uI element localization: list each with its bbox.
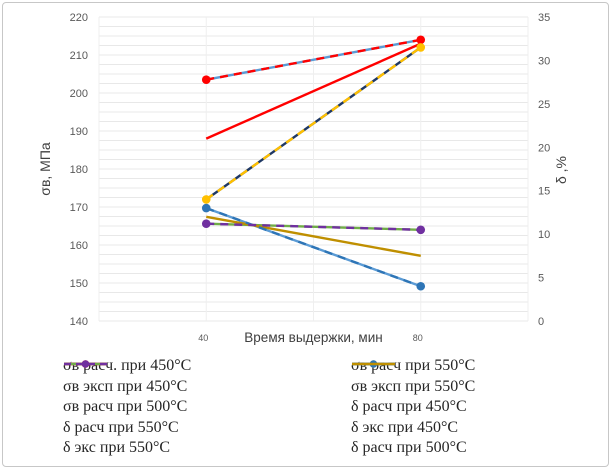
legend-label: δ расч при 450°С: [351, 398, 467, 416]
series-marker: [416, 35, 426, 45]
y-left-tick-label: 190: [70, 126, 88, 138]
y-right-tick-label: 15: [538, 186, 550, 198]
legend-item: σв эксп при 550°С: [351, 360, 476, 398]
legend-label: σв эксп при 550°С: [351, 377, 476, 395]
legend-label: σв расч при 500°С: [63, 398, 188, 416]
y-right-tick-label: 20: [538, 142, 550, 154]
series-line: [205, 42, 422, 140]
series-marker: [201, 219, 211, 229]
series-line: [205, 46, 422, 201]
legend-label: σв эксп при 450°С: [63, 377, 188, 395]
y-left-tick-label: 140: [70, 316, 88, 328]
legend-label: σв расч при 550°С: [351, 357, 476, 375]
legend-label: δ экс при 550°С: [63, 439, 171, 457]
y-left-tick-label: 220: [70, 12, 88, 24]
y-right-tick-label: 30: [538, 55, 550, 67]
series-line: [206, 38, 421, 81]
legend-item: δ расч при 500°С: [351, 362, 475, 459]
y-left-tick-label: 160: [70, 240, 88, 252]
series-marker: [416, 43, 426, 52]
legend-item: σв расч при 500°С: [63, 362, 191, 418]
y-left-axis-title: σв, МПа: [37, 142, 53, 196]
legend-swatch-line: [352, 362, 395, 366]
legend-label: δ расч при 550°С: [63, 418, 179, 436]
x-axis-title: Время выдержки, мин: [244, 330, 382, 345]
series-marker: [201, 195, 211, 204]
series-marker: [201, 203, 211, 213]
series-line: [205, 206, 422, 288]
y-left-tick-label: 150: [70, 278, 88, 290]
legend-column: σв расч. при 450°С σв эксп при 450°С σв ра…: [63, 356, 191, 459]
y-right-axis-title: δ ,%: [553, 156, 569, 184]
x-tick-label: 80: [413, 333, 423, 343]
legend-item: δ экс при 550°С: [63, 360, 191, 459]
legend-item: σв эксп при 450°С: [63, 360, 191, 398]
series-marker: [416, 225, 426, 235]
y-right-tick-label: 5: [538, 273, 544, 285]
chart-plot: 140 150 160 170 180 190 200 210 220 0 5 10 15 20 25 30 3…: [37, 12, 569, 345]
series-line: [206, 215, 421, 258]
y-right-tick-label: 25: [538, 99, 550, 111]
y-right-tick-label: 0: [538, 316, 544, 328]
legend-item: δ расч при 450°С: [351, 362, 475, 418]
legend-label: δ расч при 500°С: [351, 439, 467, 457]
series-marker: [201, 75, 211, 84]
y-left-tick-label: 170: [70, 202, 88, 214]
legend-label: σв расч. при 450°С: [63, 357, 192, 375]
y-left-tick-label: 210: [70, 50, 88, 62]
legend-item: δ расч при 550°С: [63, 362, 191, 439]
x-tick-label: 40: [198, 333, 208, 343]
legend-item: δ экс при 450°С: [351, 360, 475, 439]
chart-legend: σв расч. при 450°С σв эксп при 450°С σв ра…: [0, 356, 611, 464]
y-right-tick-label: 35: [538, 12, 550, 24]
y-right-tick-label: 10: [538, 229, 550, 241]
series-marker: [416, 281, 426, 291]
y-left-tick-label: 180: [70, 164, 88, 176]
series-line: [206, 222, 421, 231]
legend-column: σв расч при 550°С σв эксп при 550°С δ расч…: [351, 356, 475, 459]
y-left-tick-label: 200: [70, 88, 88, 100]
legend-label: δ экс при 450°С: [351, 418, 459, 436]
legend-swatch-line: [64, 360, 107, 368]
